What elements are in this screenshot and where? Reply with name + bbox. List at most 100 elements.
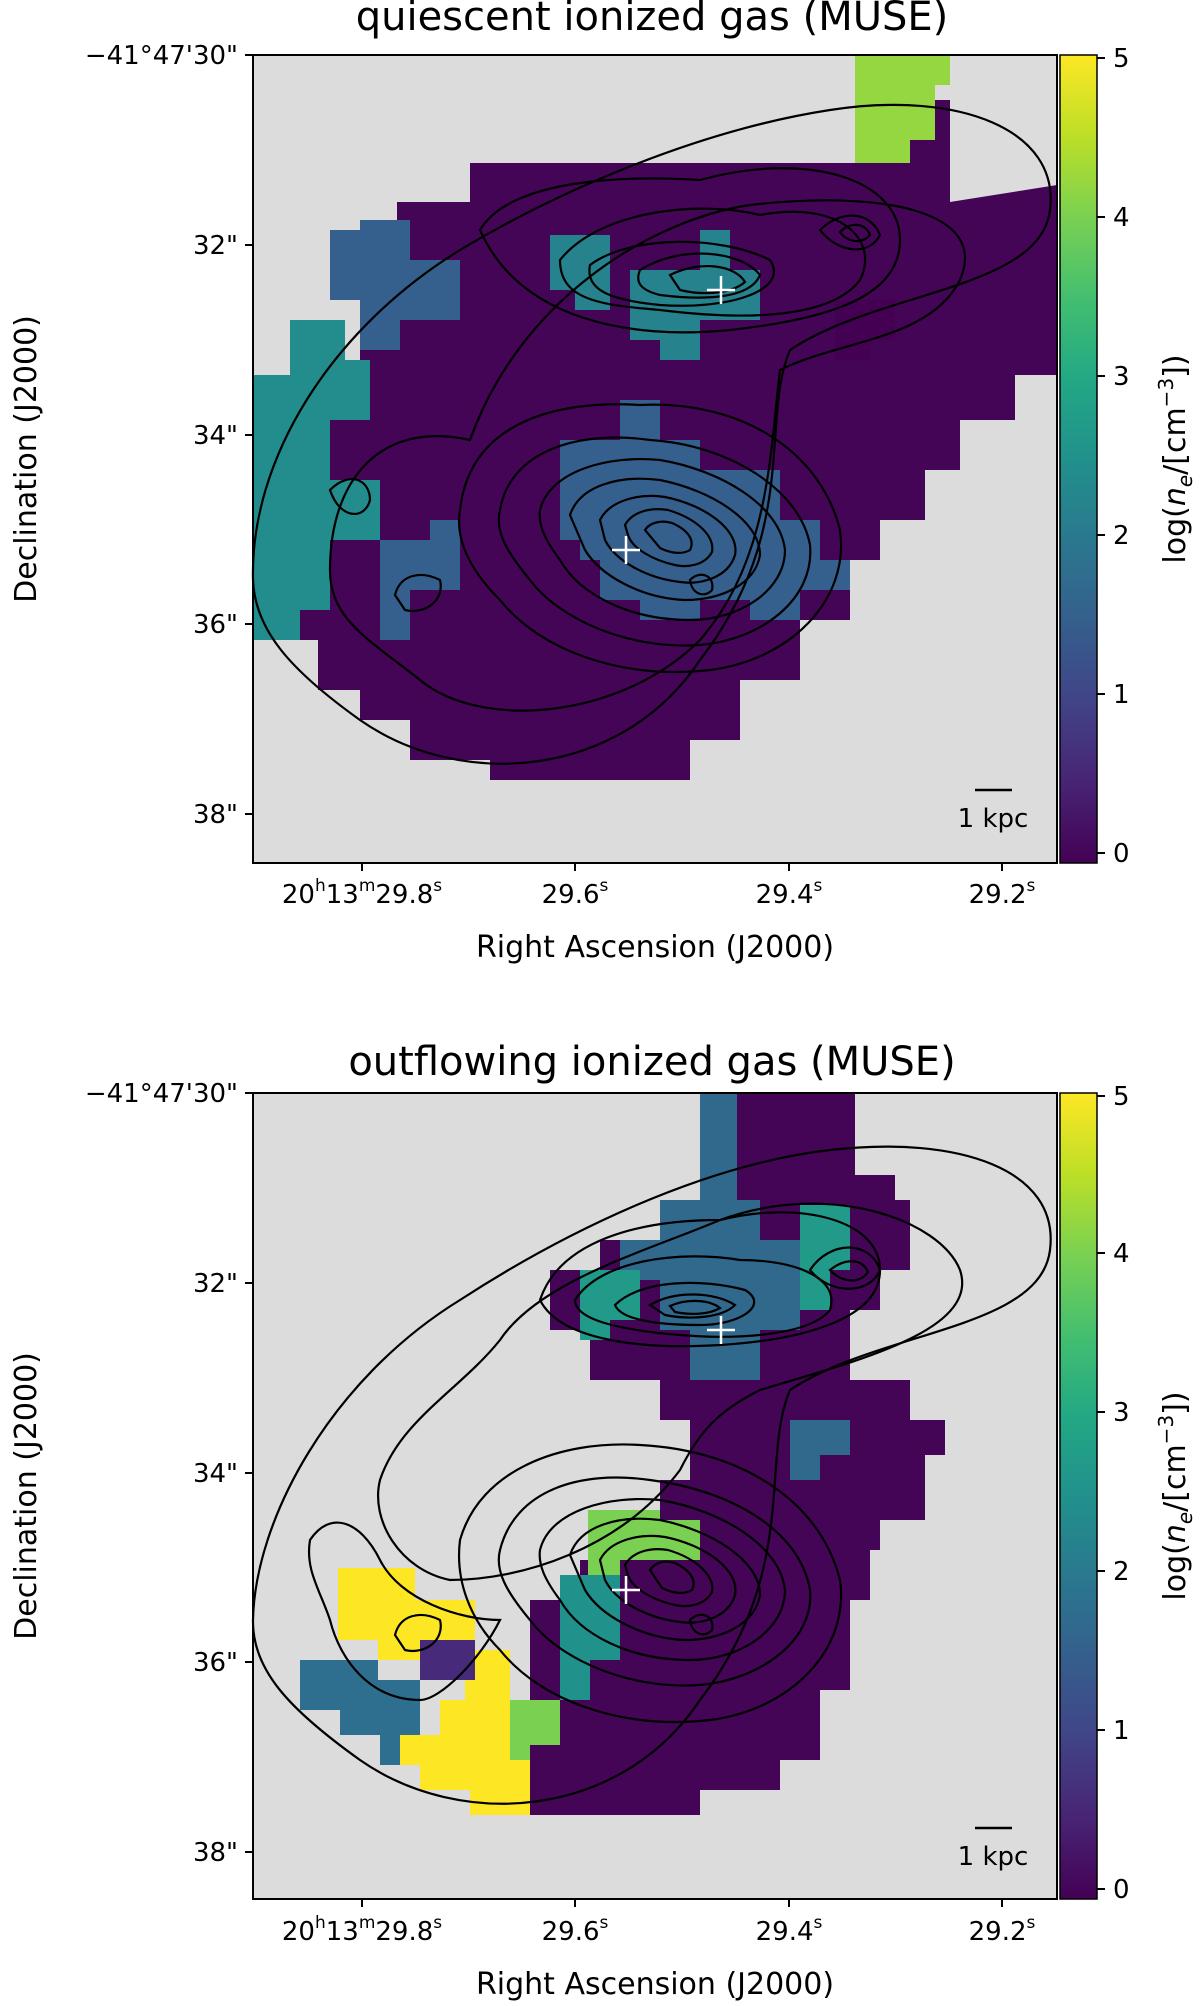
colorbar-label: log(ne/[cm−3]) [1154, 1391, 1197, 1600]
nucleus-marker [612, 536, 640, 564]
y-tick: 38" [193, 1838, 253, 1868]
contour-line [558, 207, 867, 317]
scale-bar: 1 kpc [958, 788, 1028, 834]
y-tick-label: 32" [193, 231, 238, 261]
colorbar-tick: 2 [1097, 521, 1130, 551]
contour-line [598, 1534, 737, 1624]
panel-quiescent: quiescent ionized gas (MUSE) [9, 0, 1197, 965]
contour-line [328, 199, 967, 712]
colorbar-tick-label: 0 [1113, 839, 1130, 869]
colorbar-tick: 4 [1097, 1239, 1130, 1269]
colorbar-tick-label: 1 [1113, 1716, 1130, 1746]
contour-line [598, 494, 737, 584]
y-tick-label: 34" [193, 1459, 238, 1489]
contour-line [828, 1260, 870, 1282]
colorbar-tick-label: 4 [1113, 1239, 1130, 1269]
y-axis: −41°47'30" 32" 34" 36" 38" Declination (… [9, 1079, 253, 1868]
y-tick-label: −41°47'30" [85, 1079, 238, 1109]
y-tick-label: 38" [193, 800, 238, 830]
contour-line [588, 240, 775, 307]
nuclei-markers [612, 276, 735, 564]
x-tick: 29.6s [542, 1899, 609, 1947]
heatmap-region [510, 1700, 560, 1760]
colorbar: 0 1 2 3 4 5 log(ne/[cm−3]) [1059, 1082, 1197, 1905]
colorbar-tick: 3 [1097, 362, 1130, 392]
colorbar: 0 1 2 3 4 5 log(ne/[cm−3]) [1059, 44, 1197, 869]
contours [251, 1145, 1052, 1805]
colorbar-tick-label: 5 [1113, 44, 1130, 74]
heatmap-region [855, 55, 950, 163]
contour-line [688, 573, 714, 596]
colorbar-tick: 2 [1097, 1557, 1130, 1587]
y-tick: −41°47'30" [85, 1079, 253, 1109]
scale-bar-label: 1 kpc [958, 1842, 1029, 1872]
y-tick: 38" [193, 800, 253, 830]
contours [251, 103, 1052, 765]
nucleus-marker [612, 1576, 640, 1604]
x-tick: 29.4s [756, 1899, 823, 1947]
colorbar-tick: 4 [1097, 203, 1130, 233]
x-tick-label: 29.6s [542, 1913, 609, 1947]
nucleus-marker [707, 1316, 735, 1344]
heatmap-region [380, 520, 460, 640]
y-tick: 36" [193, 1648, 253, 1678]
contour-line [497, 1476, 812, 1687]
y-tick: 34" [193, 1459, 253, 1489]
x-axis-label: Right Ascension (J2000) [476, 930, 834, 965]
scale-bar: 1 kpc [958, 1826, 1029, 1872]
colorbar-tick: 0 [1097, 1875, 1130, 1905]
y-axis: −41°47'30" 32" 34" 36" 38" Declination (… [9, 41, 253, 830]
x-tick-label: 29.4s [756, 876, 823, 910]
x-tick-label: 29.2s [969, 1913, 1036, 1947]
colorbar-tick: 3 [1097, 1398, 1130, 1428]
contour-line [688, 1613, 714, 1636]
contour-line [538, 458, 787, 622]
x-tick: 29.6s [542, 863, 609, 910]
colorbar-tick: 5 [1097, 1082, 1130, 1112]
heatmap-region [630, 230, 760, 360]
colorbar-tick: 1 [1097, 680, 1130, 710]
y-tick: −41°47'30" [85, 41, 253, 71]
y-tick-label: 36" [193, 1648, 238, 1678]
colorbar-tick-label: 3 [1113, 362, 1130, 392]
colorbar-tick: 0 [1097, 839, 1130, 869]
contour-line [808, 1246, 882, 1290]
contour-line [307, 1521, 502, 1702]
contour-line [568, 1517, 762, 1642]
contour-line [393, 573, 442, 613]
contour-line [251, 1145, 1052, 1805]
y-axis-label: Declination (J2000) [9, 315, 44, 603]
colorbar-tick: 1 [1097, 1716, 1130, 1746]
heatmap-region [800, 1205, 850, 1310]
y-axis-label: Declination (J2000) [9, 1352, 44, 1640]
heatmap-regions [253, 55, 1057, 780]
colorbar-tick: 5 [1097, 44, 1130, 74]
x-tick-label: 20h13m29.8s [282, 876, 442, 910]
heatmap-region [620, 1093, 800, 1380]
contour-line [568, 477, 762, 602]
y-tick: 34" [193, 421, 253, 451]
y-tick-label: 34" [193, 421, 238, 451]
x-axis: 20h13m29.8s 29.6s 29.4s 29.2s Right Asce… [282, 863, 1036, 965]
x-axis-label: Right Ascension (J2000) [476, 1967, 834, 2002]
heatmap-region [338, 1568, 530, 1815]
contour-line [251, 103, 1052, 765]
heatmap-regions [300, 1093, 945, 1815]
heatmap-region [253, 320, 380, 640]
contour-line [377, 1202, 964, 1582]
contour-line [668, 1299, 722, 1315]
x-tick: 20h13m29.8s [282, 1899, 442, 1947]
heatmap-region [560, 1575, 620, 1700]
contour-line [838, 223, 872, 243]
plot-frame [252, 1092, 1058, 1900]
contour-line [623, 508, 714, 568]
contour-line [668, 264, 747, 295]
heatmap-region [580, 1270, 640, 1340]
colorbar-tick-label: 3 [1113, 1398, 1130, 1428]
contour-line [538, 1498, 787, 1662]
x-tick: 29.2s [969, 863, 1036, 910]
y-tick-label: 38" [193, 1838, 238, 1868]
x-tick: 29.4s [756, 863, 823, 910]
colorbar-tick-label: 1 [1113, 680, 1130, 710]
colorbar-tick-label: 0 [1113, 1875, 1130, 1905]
